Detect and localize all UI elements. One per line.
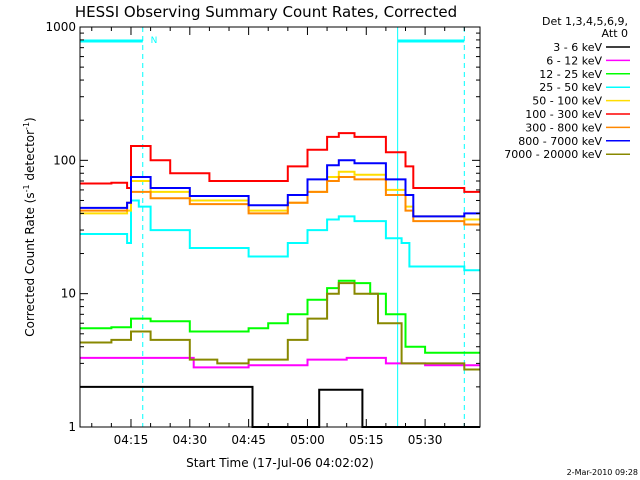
series-line-8: [80, 282, 480, 371]
y-axis: 1 10 100 1000: [45, 20, 480, 434]
x-axis: 04:15 04:30 04:45 05:00 05:15 05:30: [91, 27, 465, 447]
x-tick-label-1: 04:30: [173, 433, 208, 447]
legend-label-8: 7000 - 20000 keV: [504, 148, 602, 161]
y-axis-label-sup2: -1: [22, 122, 31, 130]
legend-label-1: 6 - 12 keV: [546, 54, 602, 67]
series-line-7: [80, 159, 480, 218]
x-tick-label-2: 04:45: [231, 433, 266, 447]
series-line-6: [80, 176, 480, 226]
annotation-label: N: [151, 36, 158, 46]
legend-label-6: 300 - 800 keV: [525, 121, 602, 134]
plot-frame: [79, 26, 481, 428]
x-tick-label-3: 05:00: [290, 433, 325, 447]
x-tick-label-4: 05:15: [349, 433, 384, 447]
legend-label-2: 12 - 25 keV: [539, 68, 602, 81]
x-tick-label-0: 04:15: [114, 433, 149, 447]
legend-header-line-1: Det 1,3,4,5,6,9,: [542, 15, 628, 28]
series-line-5: [80, 132, 480, 193]
legend-label-0: 3 - 6 keV: [553, 41, 602, 54]
y-tick-label-3: 1000: [45, 20, 76, 34]
x-axis-label: Start Time (17-Jul-06 04:02:02): [186, 456, 374, 470]
x-tick-label-5: 05:30: [408, 433, 443, 447]
plot-area: N: [79, 27, 480, 428]
y-axis-label-end: ): [23, 117, 37, 122]
legend-header-line-2: Att 0: [602, 27, 628, 40]
legend-label-4: 50 - 100 keV: [532, 95, 602, 108]
legend-label-5: 100 - 300 keV: [525, 108, 602, 121]
series-line-3: [80, 199, 480, 272]
series-line-4: [80, 170, 480, 221]
y-axis-label: Corrected Count Rate (s-1 detector-1): [22, 117, 37, 336]
y-tick-label-1: 10: [61, 287, 76, 301]
y-tick-label-0: 1: [68, 420, 76, 434]
y-axis-label-sup1: -1: [22, 184, 31, 192]
series-line-2: [80, 279, 480, 354]
y-tick-label-2: 100: [53, 153, 76, 167]
legend-label-7: 800 - 7000 keV: [518, 135, 602, 148]
series-line-0: [80, 385, 480, 428]
y-axis-label-main: Corrected Count Rate (s: [23, 192, 37, 336]
footer-timestamp: 2-Mar-2010 09:28: [567, 468, 638, 477]
legend-label-3: 25 - 50 keV: [539, 81, 602, 94]
y-axis-label-mid: detector: [23, 130, 37, 185]
chart-title: HESSI Observing Summary Count Rates, Cor…: [75, 3, 457, 21]
